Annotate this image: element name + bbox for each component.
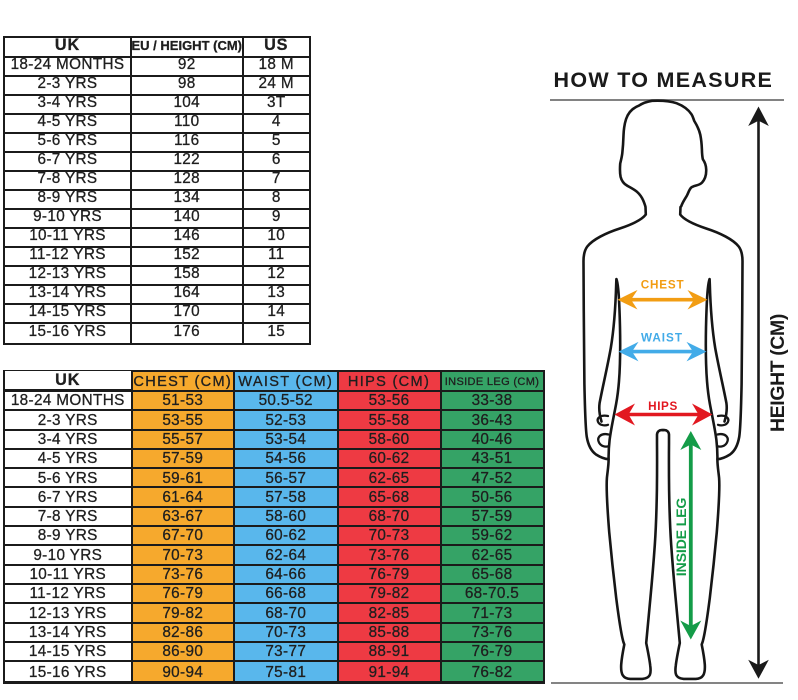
svg-text:WAIST: WAIST	[641, 332, 683, 345]
svg-text:HEIGHT (CM): HEIGHT (CM)	[767, 314, 789, 432]
svg-text:INSIDE LEG: INSIDE LEG	[674, 498, 690, 577]
svg-text:HIPS: HIPS	[648, 400, 678, 413]
svg-text:CHEST: CHEST	[641, 278, 685, 291]
